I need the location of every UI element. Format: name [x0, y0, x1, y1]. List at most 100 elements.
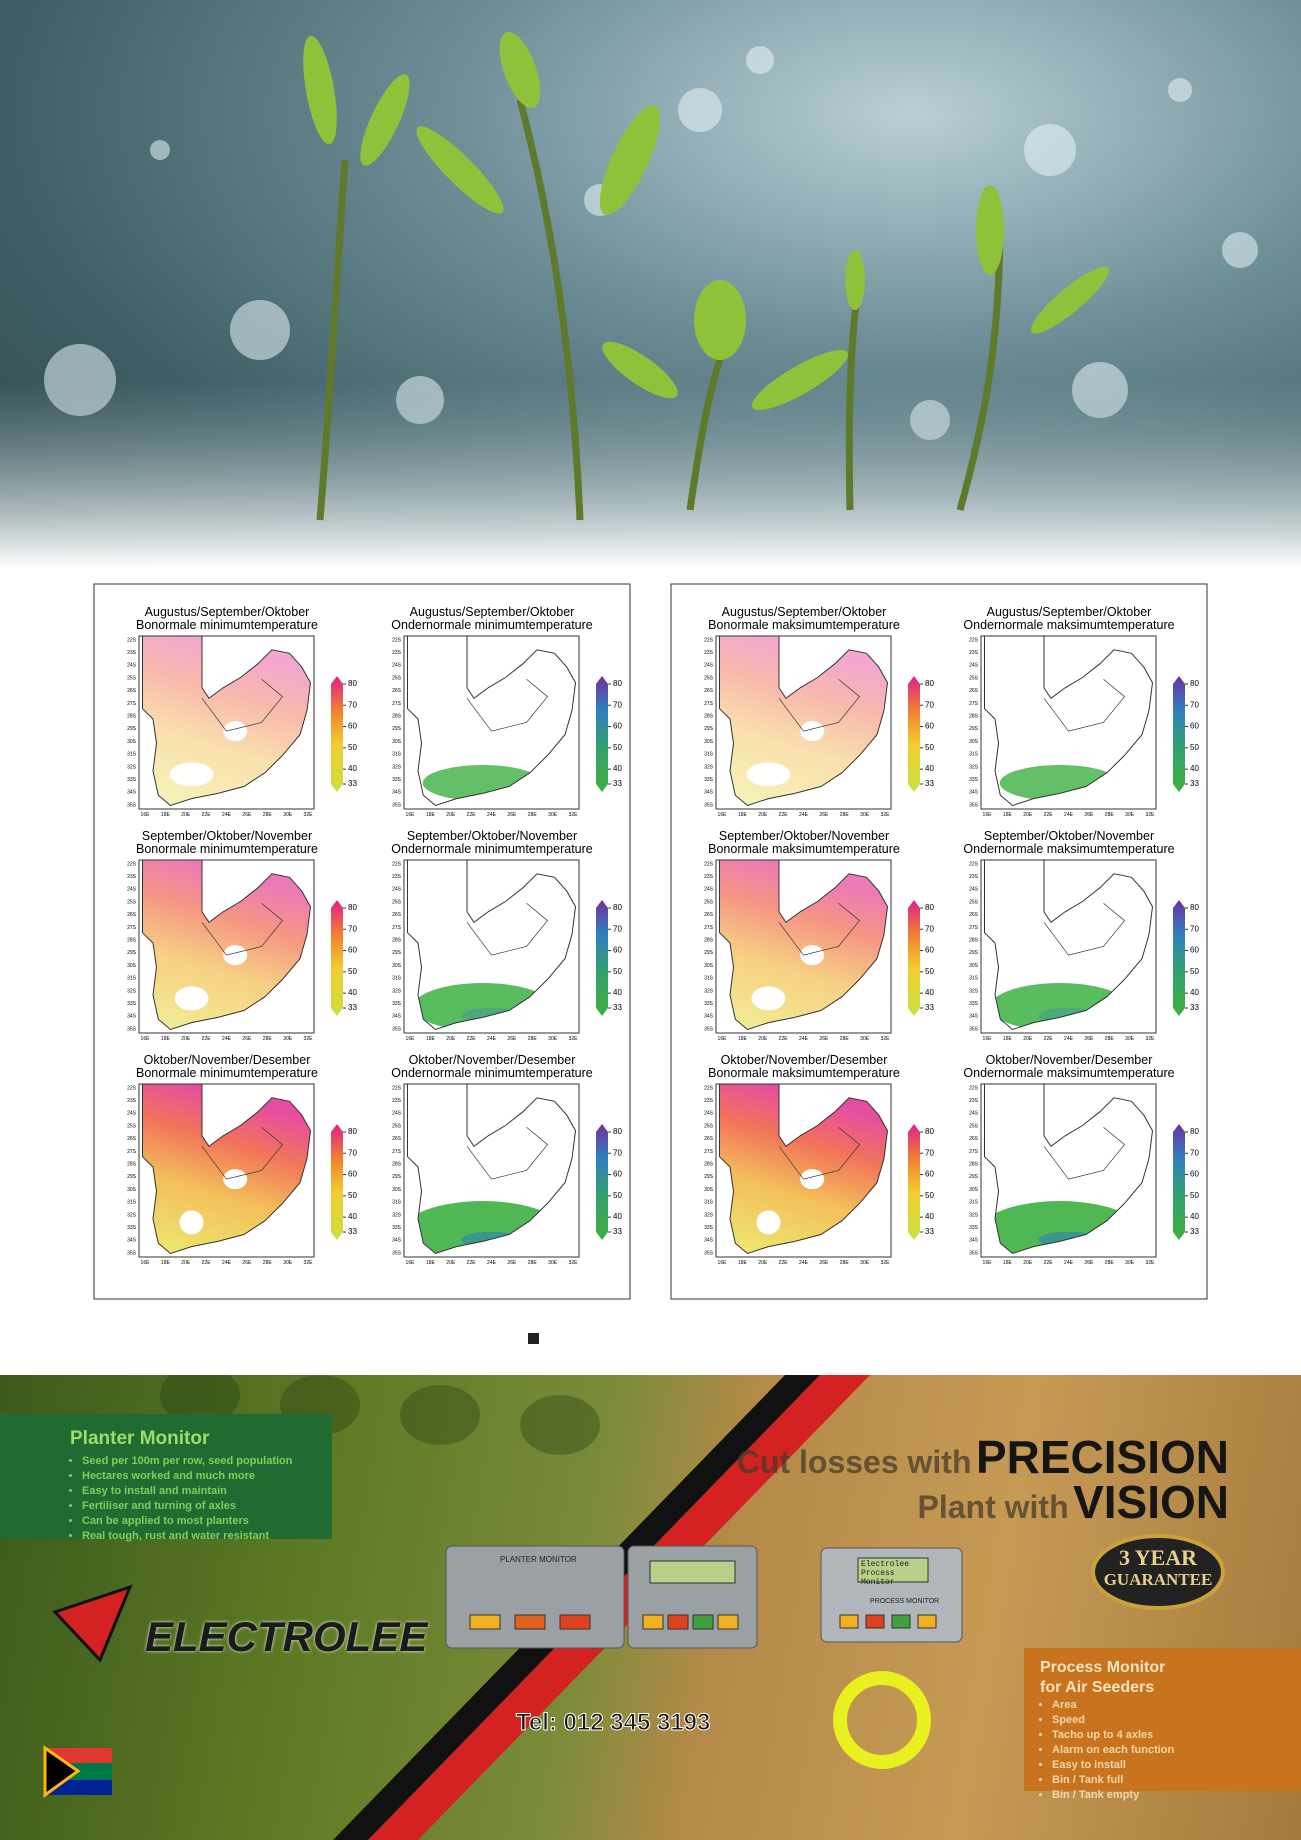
lat-label: 23S [704, 650, 714, 656]
lat-label: 25S [127, 675, 137, 681]
lat-label: 35S [127, 802, 137, 808]
lat-label: 26S [127, 1136, 137, 1142]
country-outline [407, 859, 577, 1031]
lat-label: 32S [392, 988, 402, 994]
country-outline [142, 1083, 312, 1255]
lat-label: 23S [127, 874, 137, 880]
map-title: Augustus/September/Oktober [410, 605, 575, 619]
lon-label: 30E [548, 812, 558, 818]
lat-label: 32S [127, 764, 137, 770]
colorbar-label: 70 [613, 1148, 622, 1157]
lat-label: 29S [969, 950, 979, 956]
lat-label: 35S [969, 1026, 979, 1032]
lat-label: 31S [392, 752, 402, 758]
lat-label: 28S [392, 713, 402, 719]
map-subtitle: Bonormale minimumtemperature [136, 618, 318, 632]
colorbar-label: 50 [1190, 1191, 1199, 1200]
map-subtitle: Ondernormale maksimumtemperature [963, 842, 1174, 856]
lon-label: 16E [406, 1036, 416, 1042]
guarantee: 3 YEAR GUARANTEE [1098, 1547, 1218, 1591]
country-outline [984, 859, 1154, 1031]
lat-label: 26S [704, 912, 714, 918]
colorbar [1173, 676, 1185, 792]
colorbar-label: 60 [348, 722, 357, 731]
lon-label: 28E [528, 1036, 538, 1042]
lat-label: 22S [392, 1085, 402, 1091]
colorbar-label: 60 [1190, 946, 1199, 955]
no-signal [169, 762, 214, 787]
country-outline [719, 859, 889, 1031]
lon-label: 32E [1146, 1036, 1156, 1042]
colorbar-label: 33 [613, 1003, 622, 1012]
lat-label: 35S [127, 1026, 137, 1032]
lat-label: 34S [392, 790, 402, 796]
map-frame [403, 635, 580, 810]
colorbar-label: 50 [925, 743, 934, 752]
lat-label: 30S [969, 1187, 979, 1193]
lat-label: 24S [392, 663, 402, 669]
ad-art [43, 1375, 1225, 1840]
map-subtitle: Bonormale maksimumtemperature [708, 842, 900, 856]
lat-label: 22S [392, 637, 402, 643]
lat-label: 31S [969, 1200, 979, 1206]
lat-label: 29S [969, 1174, 979, 1180]
map-subtitle: Bonormale maksimumtemperature [708, 1066, 900, 1080]
lon-label: 24E [487, 1260, 497, 1266]
lat-label: 27S [392, 925, 402, 931]
lon-label: 20E [1023, 812, 1033, 818]
lat-label: 22S [969, 1085, 979, 1091]
colorbar-label: 33 [348, 1227, 357, 1236]
guarantee-seal [1091, 1534, 1225, 1610]
colorbar-label: 80 [1190, 679, 1199, 688]
lat-label: 34S [969, 1014, 979, 1020]
province-borders [1043, 1126, 1125, 1180]
province-borders [1043, 678, 1125, 732]
no-signal [223, 1169, 248, 1190]
colorbar-label: 70 [348, 924, 357, 933]
colorbar-label: 50 [348, 743, 357, 752]
lat-label: 23S [704, 874, 714, 880]
lat-label: 24S [969, 663, 979, 669]
lat-label: 26S [969, 688, 979, 694]
lat-label: 33S [392, 777, 402, 783]
lon-label: 28E [528, 1260, 538, 1266]
map-subtitle: Ondernormale minimumtemperature [391, 618, 593, 632]
lat-label: 34S [704, 1014, 714, 1020]
map-subtitle: Bonormale minimumtemperature [136, 1066, 318, 1080]
lat-label: 28S [704, 937, 714, 943]
electrolee-advert: Planter Monitor Seed per 100m per row, s… [0, 1375, 1301, 1840]
feature: Easy to install and maintain [82, 1484, 332, 1499]
lon-label: 28E [840, 1260, 850, 1266]
lat-label: 32S [969, 764, 979, 770]
lon-label: 30E [283, 1260, 293, 1266]
lon-label: 32E [569, 1036, 579, 1042]
lat-label: 25S [969, 899, 979, 905]
lat-label: 25S [704, 899, 714, 905]
colorbar-label: 80 [348, 679, 357, 688]
lat-label: 25S [704, 675, 714, 681]
lat-label: 24S [392, 1111, 402, 1117]
feature: Bin / Tank empty [1052, 1788, 1301, 1803]
no-signal [746, 762, 791, 787]
lon-label: 28E [840, 812, 850, 818]
no-signal [223, 721, 248, 742]
feature: Bin / Tank full [1052, 1773, 1301, 1788]
map-frame [980, 1083, 1157, 1258]
lon-label: 30E [860, 1036, 870, 1042]
lon-label: 30E [283, 812, 293, 818]
colorbar [331, 1124, 343, 1240]
lat-label: 33S [969, 1225, 979, 1231]
device-label: PROCESS MONITOR [870, 1598, 940, 1605]
colorbar-label: 70 [613, 700, 622, 709]
map-title: September/Oktober/November [142, 829, 312, 843]
colorbar-label: 33 [1190, 1227, 1199, 1236]
colorbar-label: 70 [613, 924, 622, 933]
lat-label: 30S [127, 963, 137, 969]
lon-label: 22E [202, 812, 212, 818]
lat-label: 32S [969, 988, 979, 994]
colorbar-label: 40 [1190, 988, 1199, 997]
lat-label: 31S [704, 752, 714, 758]
lon-label: 30E [283, 1036, 293, 1042]
lon-label: 30E [860, 1260, 870, 1266]
lon-label: 32E [304, 1260, 314, 1266]
